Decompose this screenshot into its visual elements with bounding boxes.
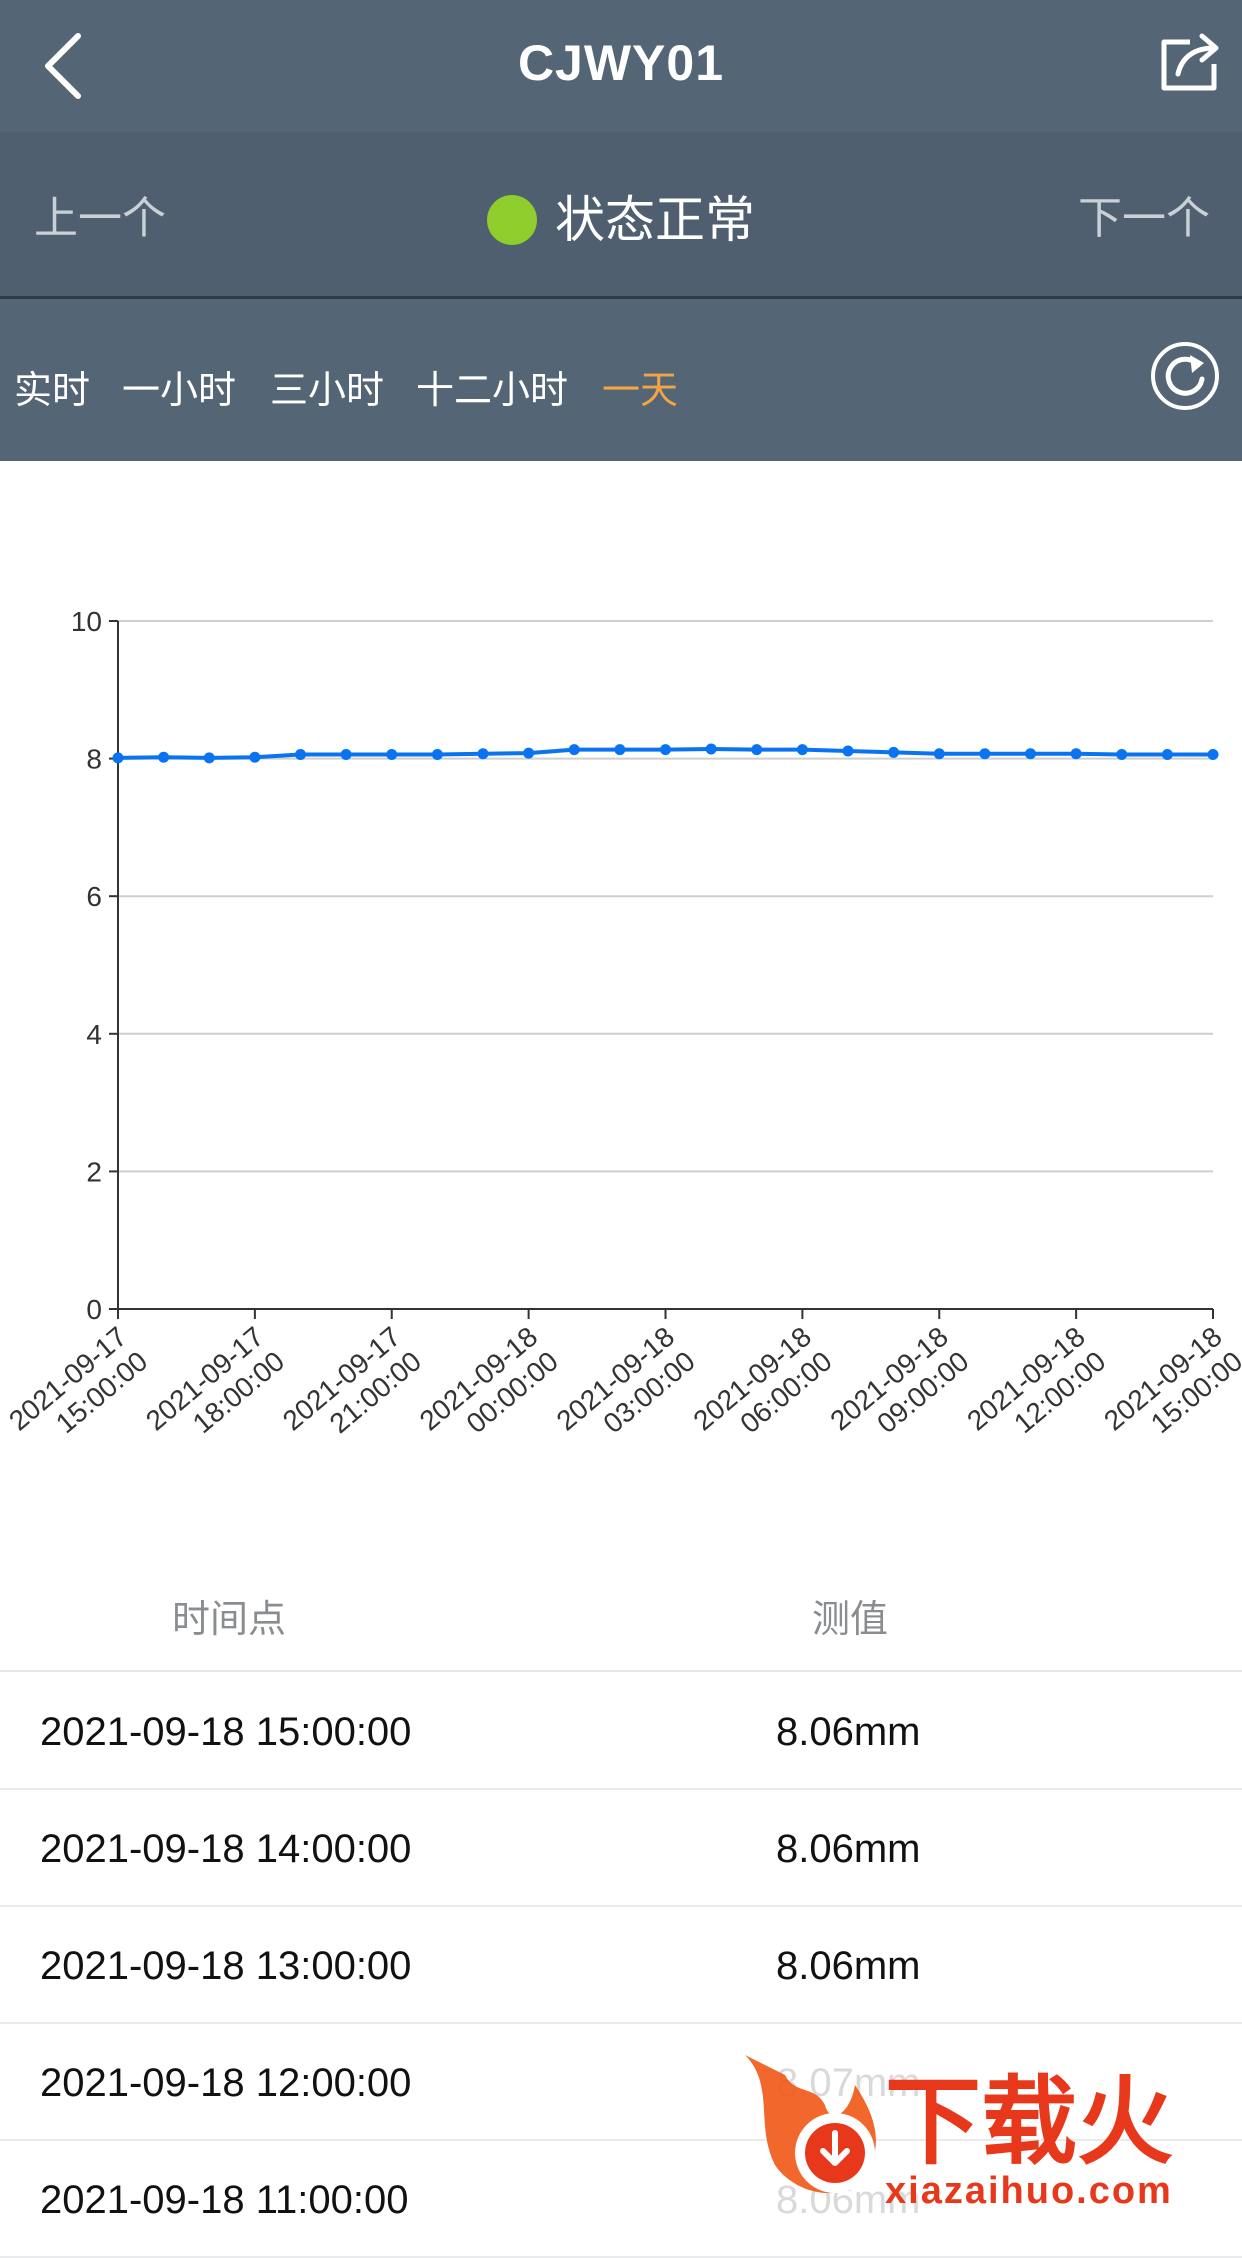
row-time: 2021-09-18 13:00:00 — [40, 1944, 412, 1988]
tab-one-hour[interactable]: 一小时 — [122, 368, 237, 412]
x-tick-label: 2021-09-1812:00:00 — [961, 1321, 1111, 1461]
table-row[interactable]: 2021-09-18 14:00:00 8.06mm — [0, 1789, 1242, 1907]
row-time: 2021-09-18 15:00:00 — [40, 1710, 412, 1754]
data-point — [1161, 748, 1173, 760]
y-tick-label: 4 — [86, 1019, 102, 1050]
data-point — [614, 744, 626, 756]
data-point — [295, 748, 306, 760]
x-tick-label: 2021-09-1800:00:00 — [414, 1321, 564, 1461]
chevron-left-icon[interactable] — [34, 28, 94, 104]
status-dot — [487, 195, 537, 245]
data-point — [477, 748, 489, 760]
data-point — [979, 748, 991, 760]
status-indicator: 状态正常 — [0, 180, 1242, 252]
refresh-icon[interactable] — [1150, 341, 1220, 411]
data-point — [386, 748, 398, 760]
y-tick-label: 8 — [86, 744, 102, 775]
status-bar: 上一个 状态正常 下一个 — [0, 132, 1242, 299]
tab-three-hours[interactable]: 三小时 — [270, 368, 385, 412]
data-point — [705, 743, 717, 755]
data-point — [888, 746, 900, 758]
row-value: 8.06mm — [776, 1944, 921, 1988]
data-point — [1070, 748, 1082, 760]
x-tick-label: 2021-09-1721:00:00 — [277, 1321, 427, 1461]
data-point — [796, 744, 808, 756]
row-time: 2021-09-18 14:00:00 — [40, 1827, 412, 1871]
x-tick-label: 2021-09-1815:00:00 — [1098, 1321, 1242, 1461]
status-label: 状态正常 — [555, 191, 755, 249]
watermark-site: xiazaihuo.com — [885, 2170, 1173, 2208]
tab-twelve-hours[interactable]: 十二小时 — [416, 368, 569, 412]
data-point — [249, 751, 261, 763]
table-row[interactable]: 2021-09-18 12:00:00 8.07mm — [0, 2023, 1242, 2141]
data-point — [842, 745, 854, 757]
table-row[interactable]: 2021-09-18 13:00:00 8.06mm — [0, 1906, 1242, 2024]
data-point — [751, 744, 763, 756]
top-bar: CJWY01 — [0, 0, 1242, 132]
watermark-brand: 下载火 — [885, 2066, 1173, 2178]
y-tick-label: 10 — [71, 606, 102, 637]
row-value: 8.06mm — [776, 1827, 921, 1871]
data-point — [340, 748, 352, 760]
range-tabs: 实时 一小时 三小时 十二小时 一天 — [0, 299, 1242, 461]
y-tick-label: 2 — [86, 1156, 102, 1187]
x-tick-label: 2021-09-1806:00:00 — [687, 1321, 837, 1461]
data-point — [660, 744, 671, 756]
column-header-value: 测值 — [812, 1597, 889, 1641]
x-tick-label: 2021-09-1718:00:00 — [140, 1321, 290, 1461]
prev-button[interactable]: 上一个 — [34, 193, 166, 244]
y-tick-label: 6 — [86, 881, 102, 912]
data-point — [933, 748, 945, 760]
watermark-logo: 下载火 xiazaihuo.com — [745, 2055, 1173, 2208]
data-point — [568, 744, 580, 756]
x-tick-label: 2021-09-1809:00:00 — [824, 1321, 974, 1461]
tab-one-day[interactable]: 一天 — [602, 368, 679, 412]
share-icon[interactable] — [1156, 28, 1224, 96]
table-header: 时间点 测值 — [0, 1570, 1242, 1672]
data-point — [1207, 748, 1219, 760]
tab-realtime[interactable]: 实时 — [14, 368, 91, 412]
data-point — [1025, 748, 1036, 760]
next-button[interactable]: 下一个 — [1078, 193, 1210, 244]
page-title: CJWY01 — [517, 35, 725, 91]
row-time: 2021-09-18 11:00:00 — [40, 2178, 409, 2222]
data-point — [431, 748, 443, 760]
data-point — [158, 751, 170, 763]
row-time: 2021-09-18 12:00:00 — [40, 2061, 412, 2105]
table-row[interactable]: 2021-09-18 15:00:00 8.06mm — [0, 1672, 1242, 1790]
row-value: 8.06mm — [776, 1710, 921, 1754]
y-tick-label: 0 — [86, 1294, 102, 1325]
x-tick-label: 2021-09-1715:00:00 — [3, 1321, 153, 1461]
data-point — [1116, 748, 1128, 760]
data-point — [112, 752, 124, 764]
x-tick-label: 2021-09-1803:00:00 — [551, 1321, 701, 1461]
column-header-time: 时间点 — [172, 1597, 287, 1641]
data-point — [523, 747, 535, 759]
line-chart: 0 2 4 6 8 10 2021-09-1715:00:002021-09-1718:00… — [3, 606, 1242, 1461]
data-point — [203, 752, 215, 764]
